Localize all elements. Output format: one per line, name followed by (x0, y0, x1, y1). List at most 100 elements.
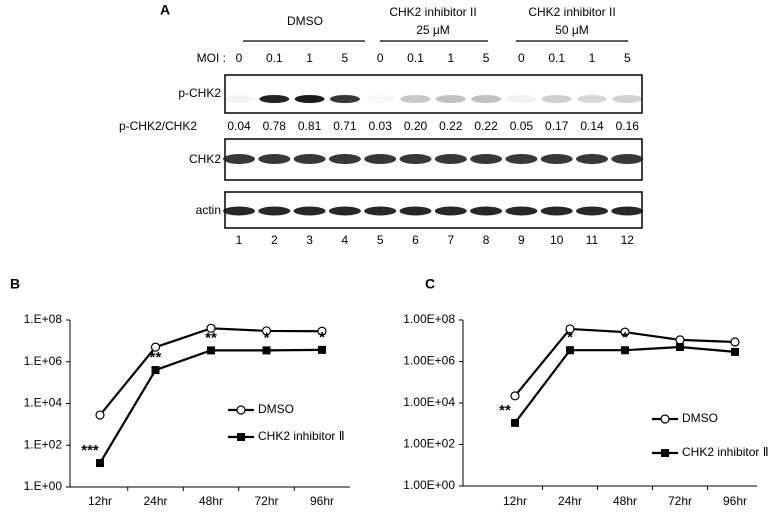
x-tick-label: 72hr (254, 494, 278, 508)
blot-label: actin (196, 203, 221, 217)
band (400, 95, 431, 103)
data-point (150, 342, 161, 352)
ratio-value: 0.78 (263, 119, 287, 133)
moi-value: 0 (236, 51, 243, 65)
ratio-value: 0.17 (545, 119, 569, 133)
legend-marker (660, 414, 670, 424)
band (435, 95, 466, 103)
band (471, 95, 502, 103)
group-label: CHK2 inhibitor II (389, 5, 476, 19)
moi-value: 1 (306, 51, 313, 65)
band (223, 206, 255, 216)
y-tick-label: 1.00E+06 (403, 354, 455, 368)
x-tick-label: 24hr (558, 494, 582, 508)
data-point (566, 346, 574, 355)
blot-label: p-CHK2 (178, 86, 221, 100)
significance: * (319, 329, 325, 346)
x-tick-label: 12hr (88, 494, 112, 508)
x-tick-label: 96hr (310, 494, 334, 508)
legend-label: CHK2 inhibitor Ⅱ (682, 445, 769, 459)
ratio-value: 0.22 (439, 119, 463, 133)
moi-value: 0.1 (548, 51, 565, 65)
panel-label: A (160, 2, 170, 18)
moi-value: 0 (518, 51, 525, 65)
x-tick-label: 12hr (503, 494, 527, 508)
band (541, 95, 572, 103)
lane-number: 4 (342, 233, 349, 247)
group-label: CHK2 inhibitor II (528, 5, 615, 19)
band (364, 206, 397, 216)
band (328, 154, 361, 164)
ratio-value: 0.81 (298, 119, 322, 133)
band (258, 206, 291, 216)
data-point (565, 324, 575, 334)
legend-marker (236, 405, 246, 415)
legend-label: DMSO (258, 402, 294, 416)
moi-value: 0.1 (266, 51, 283, 65)
x-tick-label: 72hr (668, 494, 692, 508)
x-tick-label: 24hr (143, 494, 167, 508)
moi-value: 0.1 (407, 51, 424, 65)
band (576, 206, 608, 216)
significance: ** (499, 402, 511, 419)
band (399, 206, 432, 216)
lane-number: 12 (621, 233, 635, 247)
significance: ** (150, 349, 162, 366)
y-tick-label: 1.E+02 (24, 437, 63, 451)
y-tick-label: 1.00E+04 (403, 395, 455, 409)
panel-label: C (425, 276, 435, 292)
band (434, 154, 467, 164)
ratio-value: 0.04 (227, 119, 251, 133)
data-point (620, 327, 630, 337)
ratio-value: 0.05 (510, 119, 534, 133)
band (293, 206, 326, 216)
panel-label: B (10, 276, 20, 292)
data-point (730, 337, 740, 347)
legend-label: CHK2 inhibitor Ⅱ (258, 429, 345, 443)
band (329, 95, 360, 103)
band (540, 206, 573, 216)
moi-value: 0 (377, 51, 384, 65)
band (434, 206, 467, 216)
band (611, 206, 644, 216)
ratio-value: 0.20 (404, 119, 428, 133)
data-point (95, 410, 105, 420)
ratio-value: 0.22 (474, 119, 498, 133)
data-point (621, 346, 629, 355)
band (577, 95, 607, 103)
moi-label: MOI : (197, 51, 226, 65)
moi-value: 1 (447, 51, 454, 65)
blot-label: CHK2 (189, 152, 221, 166)
lane-number: 10 (550, 233, 564, 247)
y-tick-label: 1.E+06 (24, 354, 63, 368)
moi-value: 5 (624, 51, 631, 65)
band (364, 154, 397, 164)
band (505, 206, 538, 216)
data-point (511, 418, 519, 427)
band (470, 206, 503, 216)
blot-frame (224, 74, 643, 114)
data-point (676, 342, 684, 351)
band (258, 154, 291, 164)
x-tick-label: 96hr (723, 494, 747, 508)
lane-number: 1 (236, 233, 243, 247)
band (612, 95, 643, 103)
legend-marker (237, 433, 245, 441)
significance: * (567, 329, 573, 346)
significance: * (264, 329, 270, 346)
band (365, 95, 395, 103)
legend-marker (661, 449, 669, 457)
lane-number: 9 (518, 233, 525, 247)
y-tick-label: 1.E+04 (24, 396, 63, 410)
y-tick-label: 1.E+08 (24, 312, 63, 326)
data-point (207, 346, 215, 355)
data-point (261, 326, 272, 336)
group-label: 50 μM (555, 23, 589, 37)
band (399, 154, 432, 164)
lane-number: 7 (447, 233, 454, 247)
x-tick-label: 48hr (613, 494, 637, 508)
y-tick-label: 1.00E+08 (403, 312, 455, 326)
significance: ** (205, 329, 217, 346)
